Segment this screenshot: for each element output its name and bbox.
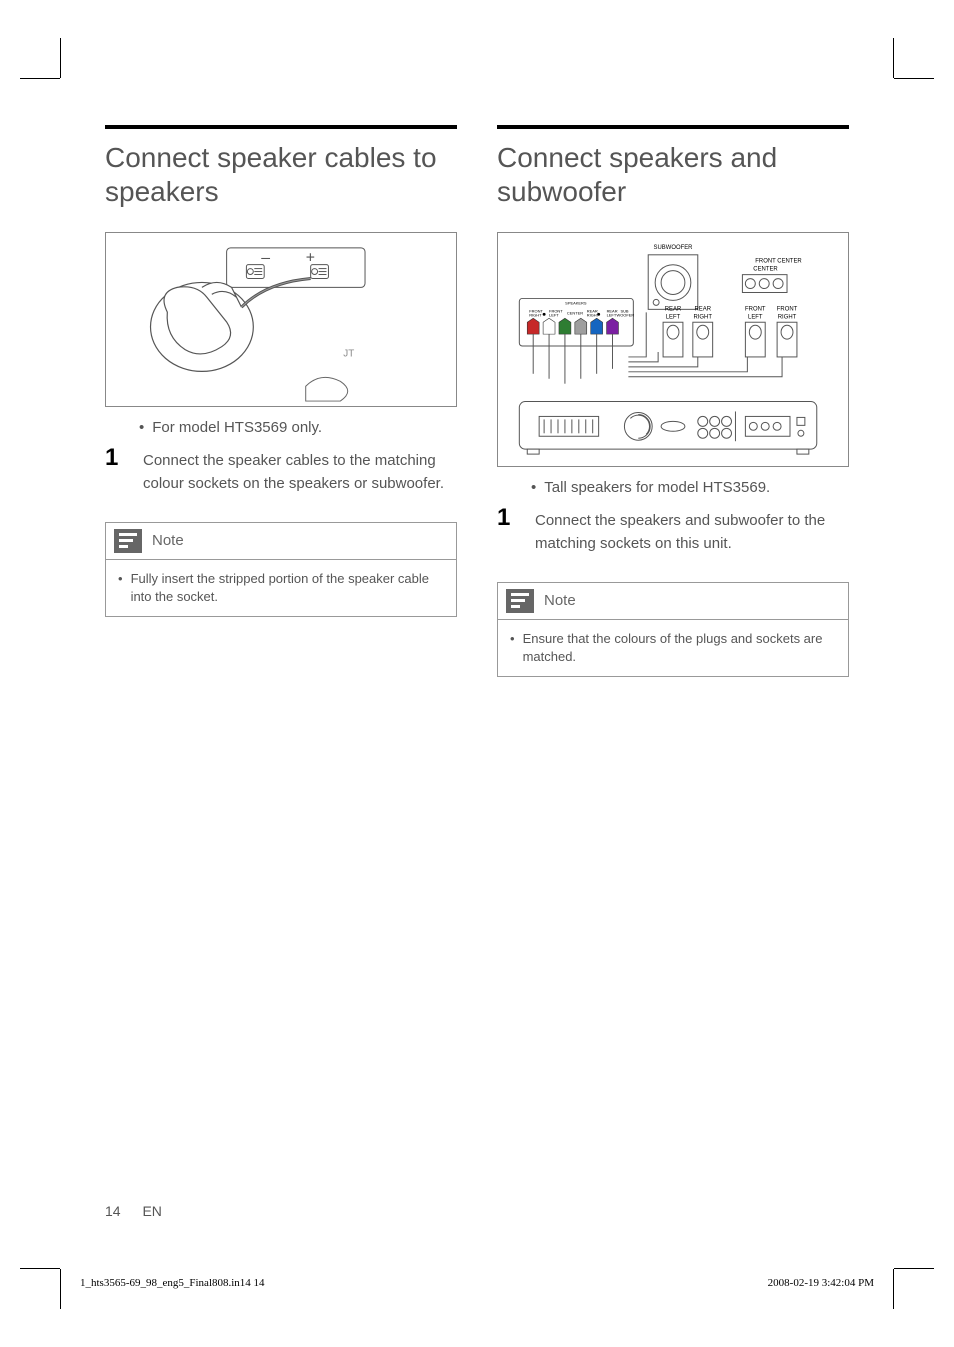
- note-box-left: Note • Fully insert the stripped portion…: [105, 522, 457, 617]
- page-number: 14: [105, 1203, 121, 1219]
- print-footer: 1_hts3565-69_98_eng5_Final808.in14 14 20…: [80, 1277, 874, 1289]
- bullet-dot: •: [139, 419, 144, 436]
- bullet-right: • Tall speakers for model HTS3569.: [531, 479, 849, 496]
- svg-text:CENTER: CENTER: [753, 267, 778, 273]
- figure-connect-speakers: SUBWOOFER FRONT CENTER CENTER REAR LEFT …: [497, 232, 849, 467]
- svg-text:LEFT: LEFT: [607, 312, 617, 317]
- note-icon: [506, 589, 534, 613]
- svg-text:FRONT: FRONT: [745, 307, 766, 313]
- svg-text:WOOFER: WOOFER: [616, 312, 634, 317]
- svg-text:LEFT: LEFT: [549, 312, 559, 317]
- step-number: 1: [497, 504, 517, 532]
- svg-text:REAR: REAR: [694, 307, 711, 313]
- page-lang: EN: [142, 1203, 161, 1219]
- print-timestamp: 2008-02-19 3:42:04 PM: [768, 1277, 874, 1289]
- svg-text:RIGHT: RIGHT: [529, 312, 542, 317]
- svg-text:CENTER: CENTER: [567, 310, 583, 315]
- svg-text:FRONT: FRONT: [777, 307, 798, 313]
- step-right: 1 Connect the speakers and subwoofer to …: [497, 504, 849, 556]
- svg-text:REAR: REAR: [665, 307, 682, 313]
- note-label: Note: [152, 532, 184, 549]
- section-rule: [105, 125, 457, 129]
- step-text-left: Connect the speaker cables to the matchi…: [143, 444, 457, 496]
- section-title-right: Connect speakers and subwoofer: [497, 141, 849, 208]
- bullet-left: • For model HTS3569 only.: [139, 419, 457, 436]
- figure-speaker-cable: – +: [105, 232, 457, 407]
- svg-text:–: –: [261, 250, 270, 267]
- bullet-text-right: Tall speakers for model HTS3569.: [544, 479, 770, 496]
- svg-text:LEFT: LEFT: [666, 314, 681, 320]
- svg-text:+: +: [306, 250, 315, 267]
- section-title-left: Connect speaker cables to speakers: [105, 141, 457, 208]
- note-icon: [114, 529, 142, 553]
- page-footer: 14 EN: [105, 1203, 162, 1219]
- step-left: 1 Connect the speaker cables to the matc…: [105, 444, 457, 496]
- note-label: Note: [544, 592, 576, 609]
- svg-text:JT: JT: [343, 349, 354, 360]
- svg-text:RIGHT: RIGHT: [778, 314, 797, 320]
- bullet-dot: •: [531, 479, 536, 496]
- step-text-right: Connect the speakers and subwoofer to th…: [535, 504, 849, 556]
- note-text-left: Fully insert the stripped portion of the…: [131, 570, 444, 606]
- note-text-right: Ensure that the colours of the plugs and…: [523, 630, 836, 666]
- svg-text:SUBWOOFER: SUBWOOFER: [654, 245, 694, 251]
- note-box-right: Note • Ensure that the colours of the pl…: [497, 582, 849, 677]
- svg-text:RIGHT: RIGHT: [694, 314, 713, 320]
- right-column: Connect speakers and subwoofer SUBWOOFER…: [497, 125, 849, 1222]
- left-column: Connect speaker cables to speakers – +: [105, 125, 457, 1222]
- print-file: 1_hts3565-69_98_eng5_Final808.in14 14: [80, 1277, 265, 1289]
- section-rule: [497, 125, 849, 129]
- step-number: 1: [105, 444, 125, 472]
- svg-text:FRONT CENTER: FRONT CENTER: [755, 259, 802, 265]
- note-bullet-dot: •: [510, 630, 515, 666]
- svg-text:SPEAKERS: SPEAKERS: [565, 301, 587, 306]
- note-bullet-dot: •: [118, 570, 123, 606]
- bullet-text-left: For model HTS3569 only.: [152, 419, 322, 436]
- svg-text:LEFT: LEFT: [748, 314, 763, 320]
